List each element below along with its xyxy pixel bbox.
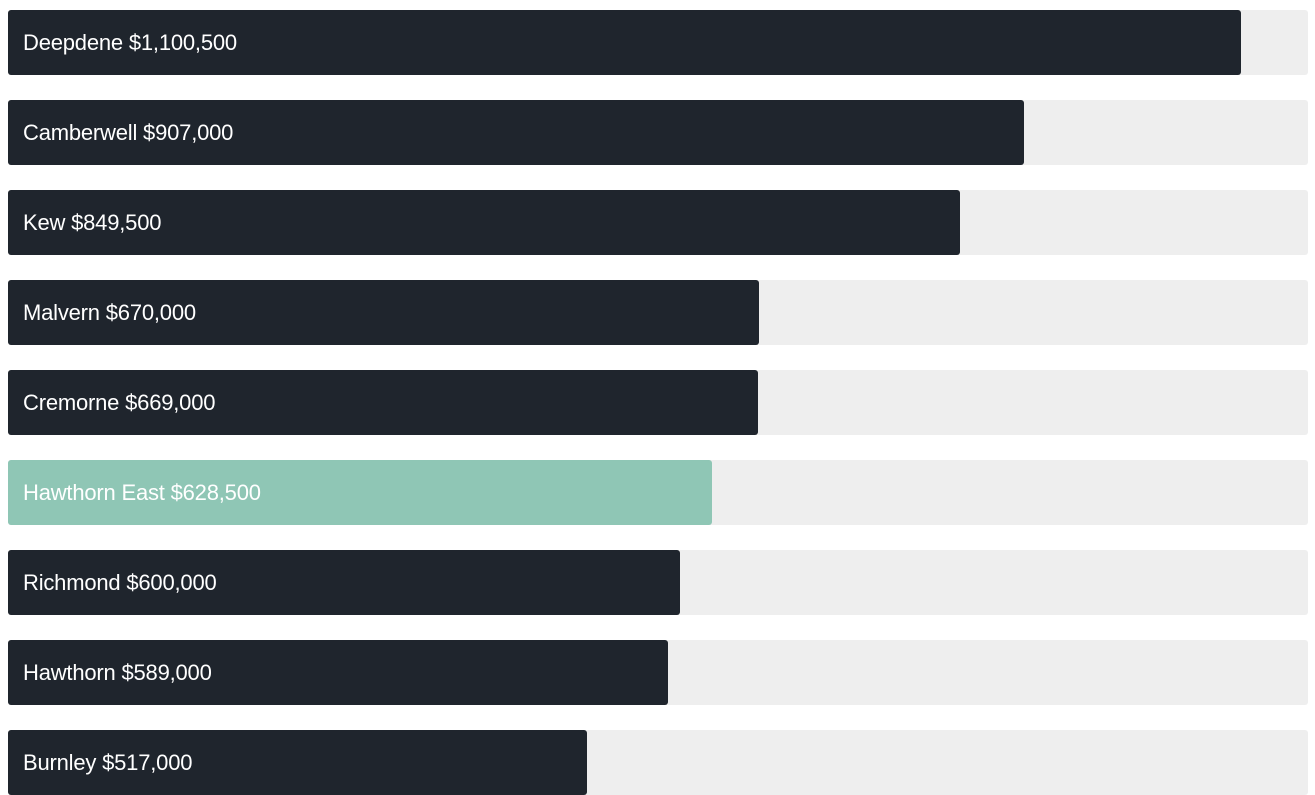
bar [8,10,1241,75]
bar-row: Malvern $670,000 [8,280,1308,345]
bar [8,370,758,435]
bar-label: Deepdene $1,100,500 [23,30,237,55]
bar [8,460,712,525]
bar-row: Hawthorn $589,000 [8,640,1308,705]
bar-row: Cremorne $669,000 [8,370,1308,435]
bar [8,730,587,795]
bar-row: Camberwell $907,000 [8,100,1308,165]
bar-label: Hawthorn $589,000 [23,660,212,685]
bar [8,190,960,255]
bar-row: Hawthorn East $628,500 [8,460,1308,525]
bar-row: Kew $849,500 [8,190,1308,255]
bar-label: Richmond $600,000 [23,570,217,595]
bar [8,100,1024,165]
bar [8,280,759,345]
bar-label: Kew $849,500 [23,210,162,235]
bar-row: Deepdene $1,100,500 [8,10,1308,75]
bar [8,550,680,615]
bar-label: Burnley $517,000 [23,750,193,775]
bar-label: Camberwell $907,000 [23,120,234,145]
bar-row: Richmond $600,000 [8,550,1308,615]
bar-label: Hawthorn East $628,500 [23,480,261,505]
bar-label: Cremorne $669,000 [23,390,216,415]
bar [8,640,668,705]
bar-label: Malvern $670,000 [23,300,196,325]
bar-row: Burnley $517,000 [8,730,1308,795]
